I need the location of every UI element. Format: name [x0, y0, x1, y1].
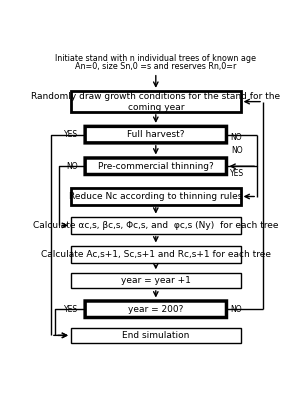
Text: An=0, size Sn,0 =s and reserves Rn,0=r: An=0, size Sn,0 =s and reserves Rn,0=r: [75, 62, 237, 71]
Text: Full harvest?: Full harvest?: [127, 130, 185, 139]
Text: NO: NO: [67, 162, 78, 171]
Text: Initiate stand with n individual trees of known age: Initiate stand with n individual trees o…: [55, 54, 256, 63]
FancyBboxPatch shape: [71, 328, 241, 343]
Text: Calculate Ac,s+1, Sc,s+1 and Rc,s+1 for each tree: Calculate Ac,s+1, Sc,s+1 and Rc,s+1 for …: [41, 250, 271, 259]
Text: Pre-commercial thinning?: Pre-commercial thinning?: [98, 162, 214, 171]
FancyBboxPatch shape: [71, 246, 241, 262]
Text: NO: NO: [230, 305, 242, 314]
FancyBboxPatch shape: [85, 126, 226, 143]
Text: Randomly draw growth conditions for the stand for the
coming year: Randomly draw growth conditions for the …: [31, 92, 280, 112]
FancyBboxPatch shape: [71, 91, 241, 112]
Text: year = 200?: year = 200?: [128, 305, 184, 314]
Text: YES: YES: [64, 130, 78, 139]
FancyBboxPatch shape: [71, 217, 241, 234]
Text: Calculate αc,s, βc,s, Φc,s, and  φc,s (Ny)  for each tree: Calculate αc,s, βc,s, Φc,s, and φc,s (Ny…: [33, 221, 278, 230]
Text: Reduce Nc according to thinning rules: Reduce Nc according to thinning rules: [69, 192, 243, 201]
FancyBboxPatch shape: [85, 158, 226, 174]
Text: YES: YES: [230, 169, 244, 178]
Text: NO: NO: [230, 133, 242, 142]
Text: End simulation: End simulation: [122, 331, 189, 340]
Text: NO: NO: [231, 146, 243, 155]
FancyBboxPatch shape: [71, 273, 241, 288]
Text: year = year +1: year = year +1: [121, 276, 191, 285]
FancyBboxPatch shape: [71, 188, 241, 205]
FancyBboxPatch shape: [85, 301, 226, 318]
Text: YES: YES: [64, 305, 78, 314]
